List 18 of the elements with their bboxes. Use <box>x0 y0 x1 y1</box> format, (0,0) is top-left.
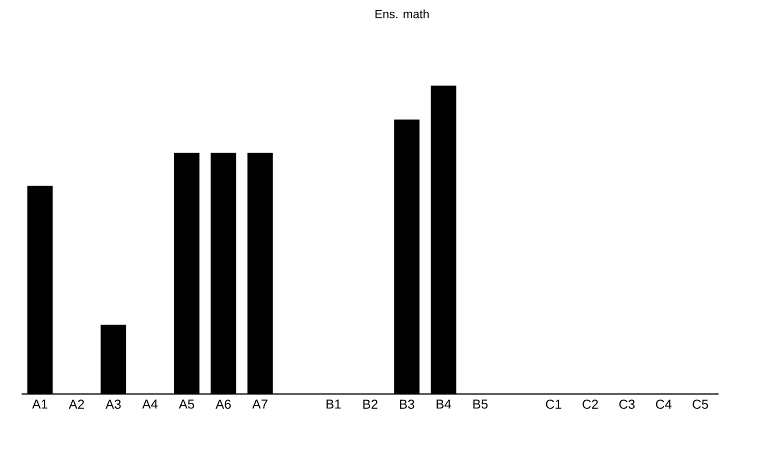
x-tick-label: B1 <box>326 400 341 409</box>
x-tick-label: B3 <box>400 400 414 409</box>
x-tick-label: A1 <box>32 400 48 409</box>
x-tick-label: C2 <box>582 400 598 409</box>
x-tick-label: C3 <box>619 400 635 409</box>
x-tick-label: A3 <box>105 400 121 409</box>
x-tick-label: C5 <box>692 400 708 409</box>
x-tick-label: A4 <box>142 400 158 409</box>
x-tick-label: B2 <box>363 400 378 409</box>
x-tick-label: B4 <box>436 400 452 409</box>
x-tick-label: C1 <box>546 400 562 409</box>
x-tick-label: B5 <box>473 400 488 409</box>
x-tick-label: A6 <box>216 400 231 409</box>
chart-title: Ens. math <box>376 10 429 18</box>
x-tick-label: A2 <box>68 400 84 409</box>
x-tick-label: A5 <box>178 400 194 409</box>
x-tick-label: A7 <box>252 400 268 409</box>
x-tick-label: C4 <box>656 400 672 409</box>
